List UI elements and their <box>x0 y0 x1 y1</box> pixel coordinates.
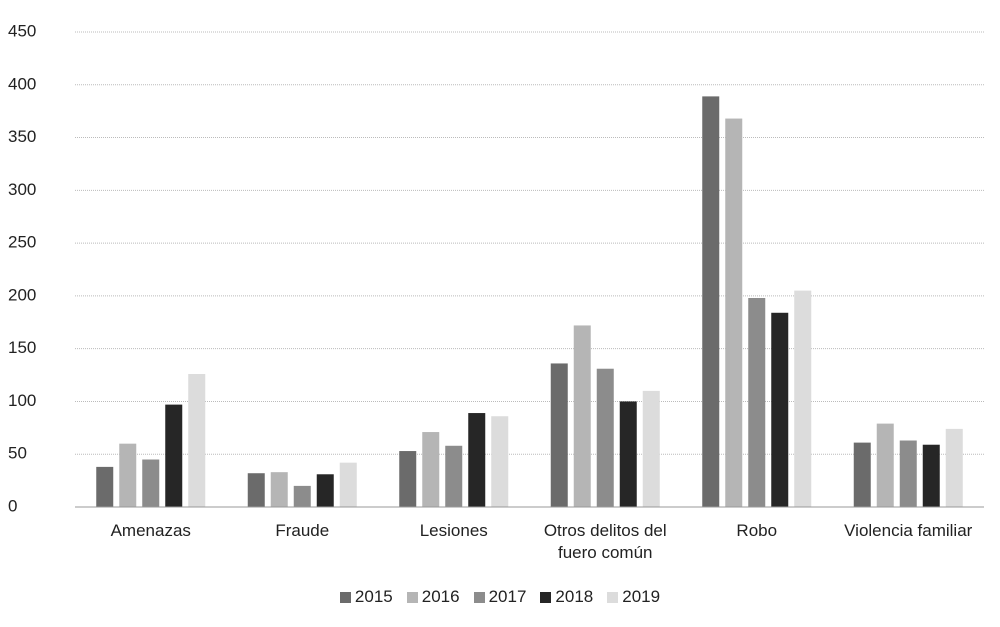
y-tick-label: 50 <box>8 444 27 463</box>
x-tick-label: Robo <box>736 521 778 540</box>
legend-item: 2017 <box>473 587 527 607</box>
legend-item: 2016 <box>406 587 460 607</box>
y-tick-label: 100 <box>8 391 36 410</box>
legend-swatch <box>339 591 351 603</box>
y-tick-label: 0 <box>8 496 17 515</box>
legend-label: 2017 <box>488 587 527 606</box>
legend-label: 2018 <box>555 587 594 606</box>
bar <box>339 462 357 507</box>
bar <box>619 401 637 507</box>
legend-swatch <box>406 591 418 603</box>
bar <box>445 445 463 507</box>
bar <box>165 404 183 507</box>
bar <box>702 96 720 507</box>
bar <box>270 472 288 507</box>
bar <box>725 118 743 508</box>
x-tick-label: Violencia familiar <box>844 521 973 540</box>
x-tick-label: Lesiones <box>419 521 488 540</box>
bar <box>188 374 206 507</box>
bar <box>422 432 440 507</box>
y-tick-label: 200 <box>8 285 36 304</box>
bar <box>642 390 660 507</box>
bar <box>142 459 160 507</box>
y-tick-label: 250 <box>8 233 36 252</box>
bar <box>399 451 417 507</box>
bar <box>794 290 812 507</box>
y-tick-label: 400 <box>8 74 36 93</box>
legend-label: 2016 <box>421 587 460 606</box>
bar <box>316 474 334 507</box>
bar <box>293 485 311 507</box>
bar <box>853 442 871 507</box>
legend-item: 2018 <box>540 587 593 607</box>
y-tick-label: 350 <box>8 127 36 146</box>
bar <box>922 444 940 507</box>
bar <box>596 368 614 507</box>
x-tick-label: Fraude <box>275 521 330 540</box>
legend-item: 2015 <box>339 587 393 607</box>
legend: 2015 2016 2017 2018 2019 <box>0 587 1000 607</box>
legend-item: 2019 <box>607 587 660 607</box>
bar <box>573 325 591 507</box>
bar <box>899 440 917 507</box>
legend-swatch <box>540 591 552 603</box>
bar <box>771 312 789 507</box>
legend-label: 2019 <box>622 587 661 606</box>
bar <box>468 413 486 507</box>
bar <box>119 443 137 507</box>
bar <box>876 423 894 507</box>
legend-label: 2015 <box>354 587 393 606</box>
y-tick-label: 150 <box>8 338 36 357</box>
bar <box>945 428 963 507</box>
bar <box>550 363 568 507</box>
y-tick-label: 450 <box>8 21 36 40</box>
bar <box>491 416 509 507</box>
bar <box>96 466 114 507</box>
bar <box>748 298 766 507</box>
legend-swatch <box>607 591 619 603</box>
y-tick-label: 300 <box>8 180 36 199</box>
x-tick-label: Otros delitos del fuero común <box>543 521 667 562</box>
x-tick-label: Amenazas <box>110 521 191 540</box>
legend-swatch <box>473 591 485 603</box>
bar <box>247 473 265 507</box>
